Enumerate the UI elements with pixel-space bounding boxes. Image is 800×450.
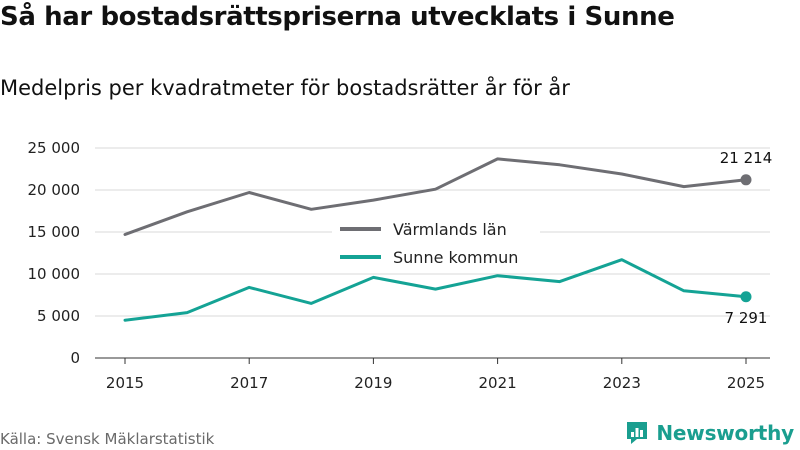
- x-tick-label: 2021: [479, 374, 517, 392]
- series-line-varmlands-lan: [123, 157, 748, 236]
- y-tick-label: 5 000: [37, 307, 80, 325]
- newsworthy-logo-icon: [627, 422, 648, 444]
- series-line-sunne-kommun: [123, 258, 748, 322]
- y-tick-label: 10 000: [28, 265, 81, 283]
- chart-title: Så har bostadsrättspriserna utvecklats i…: [0, 2, 675, 32]
- y-tick-label: 15 000: [28, 223, 81, 241]
- legend-background: [332, 215, 540, 272]
- newsworthy-wordmark: Newsworthy: [656, 421, 794, 445]
- x-tick-label: 2019: [354, 374, 392, 392]
- legend-label-sunne-kommun: Sunne kommun: [393, 248, 518, 267]
- end-dot-sunne-kommun: [740, 291, 752, 303]
- legend-label-varmlands-lan: Värmlands län: [393, 220, 507, 239]
- newsworthy-logo: Newsworthy: [624, 420, 794, 446]
- chart-subtitle: Medelpris per kvadratmeter för bostadsrä…: [0, 76, 570, 100]
- x-tick-label: 2015: [106, 374, 144, 392]
- x-tick-label: 2017: [230, 374, 268, 392]
- end-dot-varmlands-lan: [740, 174, 752, 186]
- end-label-varmlands-lan: 21 214: [720, 149, 773, 167]
- y-tick-label: 25 000: [28, 139, 81, 157]
- x-tick-label: 2023: [603, 374, 641, 392]
- y-tick-label: 0: [70, 349, 80, 367]
- x-tick-label: 2025: [727, 374, 765, 392]
- source-note: Källa: Svensk Mäklarstatistik: [0, 430, 215, 448]
- end-label-sunne-kommun: 7 291: [725, 309, 768, 327]
- y-tick-label: 20 000: [28, 181, 81, 199]
